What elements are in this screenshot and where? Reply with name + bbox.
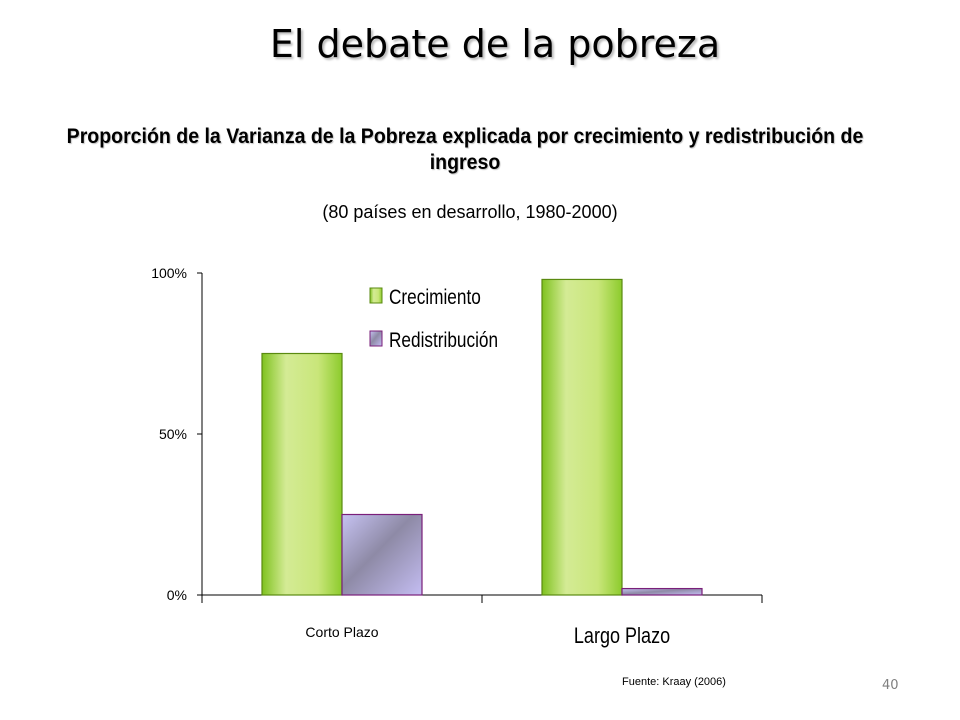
x-category-label: Corto Plazo	[305, 624, 378, 640]
x-category-label: Largo Plazo	[574, 624, 670, 648]
y-tick-label: 100%	[151, 265, 187, 281]
slide-title: El debate de la pobreza	[269, 22, 721, 66]
chart-title: Proporción de la Varianza de la Pobreza …	[66, 125, 864, 174]
legend-label-0: Crecimiento	[389, 287, 481, 310]
page-number: 40	[882, 678, 899, 693]
legend-swatch-1	[369, 330, 383, 347]
bar-redistribución-0	[341, 513, 423, 596]
source-note: Fuente: Kraay (2006)	[622, 676, 726, 688]
bar-crecimiento-1	[541, 278, 623, 596]
chart-subtitle: (80 países en desarrollo, 1980-2000)	[322, 202, 618, 222]
y-tick-label: 50%	[159, 426, 187, 442]
bar-redistribución-1	[621, 587, 703, 596]
y-tick-label: 0%	[167, 587, 187, 603]
bar-crecimiento-0	[261, 352, 343, 596]
legend-swatch-0	[369, 287, 383, 304]
legend-label-1: Redistribución	[389, 330, 498, 353]
